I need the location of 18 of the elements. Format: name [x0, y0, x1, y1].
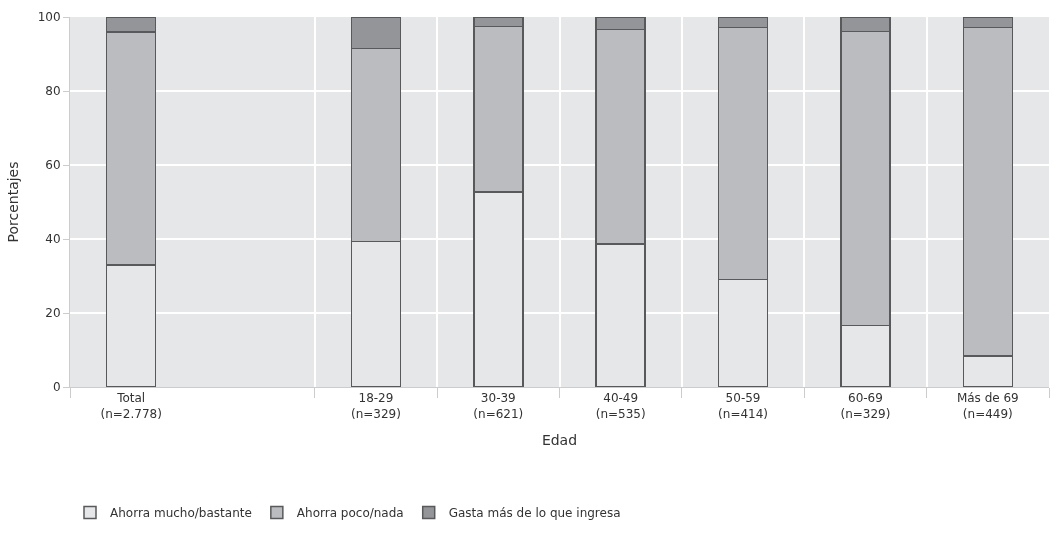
y-tick-label: 100 [37, 10, 61, 25]
y-axis-title: Porcentajes [5, 161, 22, 243]
y-tick-label: 20 [45, 306, 61, 321]
x-tick-label: 50-59 (n=414) [718, 391, 769, 421]
legend-label: Gasta más de lo que ingresa [448, 506, 621, 521]
x-tick-label: Más de 69 (n=449) [956, 391, 1019, 421]
x-tick-label: Total (n=2.778) [100, 391, 162, 421]
y-tick-label: 0 [52, 380, 61, 395]
x-axis-title: Edad [541, 432, 578, 449]
legend-label: Ahorra poco/nada [296, 506, 404, 521]
y-tick-label: 60 [45, 158, 61, 173]
x-tick-label: 30-39 (n=621) [473, 391, 524, 421]
legend-label: Ahorra mucho/bastante [110, 506, 252, 521]
y-tick-label: 40 [45, 232, 61, 247]
x-tick-label: 60-69 (n=329) [840, 391, 891, 421]
x-tick-label: 40-49 (n=535) [595, 391, 646, 421]
x-tick-label: 18-29 (n=329) [350, 391, 401, 421]
y-tick-label: 80 [45, 84, 61, 99]
